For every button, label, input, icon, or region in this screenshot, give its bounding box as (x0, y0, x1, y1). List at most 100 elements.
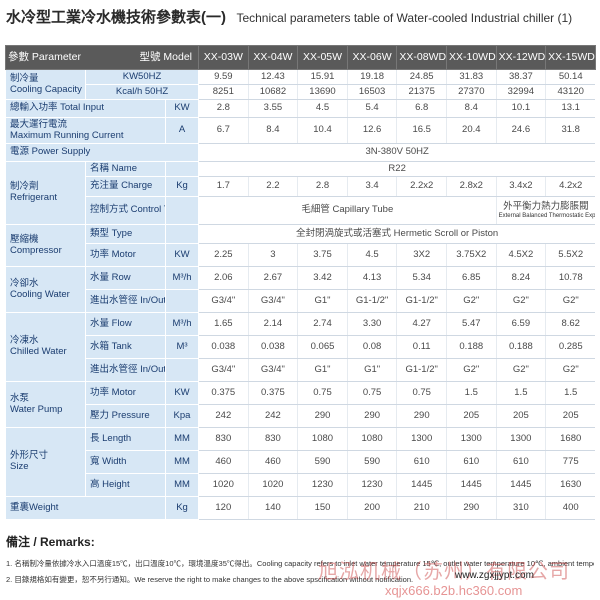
cell-line: 3N-380V 50HZ (365, 146, 429, 158)
unit (164, 196, 200, 225)
value-cell: 0.75 (396, 381, 447, 405)
value-cell: 590 (297, 450, 348, 474)
value-cell: 310 (495, 496, 546, 520)
watermark: 旭泓机械（苏州）有限公司 (318, 561, 570, 583)
value-cell: 200 (346, 496, 397, 520)
item-label: 功率 Motor (85, 243, 166, 267)
label-line: 電源 Power Supply (10, 146, 91, 158)
value-cell: 0.75 (297, 381, 348, 405)
item-label: 水量 Row (85, 266, 166, 290)
value-cell: 12.6 (346, 117, 397, 144)
item-label: 功率 Motor (85, 381, 166, 405)
watermark: xqjx666.b2b.hc360.com (385, 583, 523, 598)
span-cell: 全封閉渦旋式或活塞式 Hermetic Scroll or Piston (198, 224, 596, 244)
label-line: 冷卻水 (10, 277, 39, 289)
value-cell: 1080 (297, 427, 348, 451)
table-row: 水泵 Water Pump 功率 Motor KW 0.375 0.375 0.75 0.75… (5, 381, 596, 428)
value-cell: G1" (297, 358, 348, 382)
value-cell: 1020 (247, 473, 298, 497)
label-line: Size (10, 461, 29, 472)
cell-line: 毛細管 Capillary Tube (301, 204, 394, 216)
unit: M³/h (164, 312, 200, 336)
model-name: XX-06W (346, 45, 398, 70)
table-row: 最大運行電流 Maximum Running Current A 6.7 8.4 10.4… (5, 117, 596, 144)
remark-item: 1. 名稱制冷量依據冷水入口溫度15℃，出口溫度10℃，環境溫度35℃得出。Co… (6, 559, 594, 568)
label-line: Cooling Capacity (10, 83, 82, 95)
value-cell: 24.6 (495, 117, 546, 144)
item-label: 進出水管徑 In/Out Pipe Size (85, 289, 166, 313)
value-cell: G2" (445, 358, 497, 382)
item-label: 長 Length (85, 427, 166, 451)
value-cell: 20.4 (445, 117, 497, 144)
table-row: 冷凍水 Chilled Water 水量 Flow M³/h 1.65 2.14 2.74 3… (5, 312, 596, 382)
label-line: 水泵 (10, 392, 30, 404)
model-name: XX-08WD (396, 45, 447, 70)
value-cell: 50.14 (545, 69, 596, 85)
value-cell: G2" (545, 358, 596, 382)
value-cell: 290 (346, 404, 397, 428)
value-cell: 19.18 (346, 69, 397, 85)
value-cell: 6.8 (396, 99, 447, 118)
value-cell: 610 (495, 450, 546, 474)
value-cell: 3.4 (346, 176, 397, 197)
group-label: 重裏Weight (5, 496, 166, 520)
value-cell: 2.14 (247, 312, 298, 336)
value-cell: 610 (396, 450, 447, 474)
value-cell: 9.59 (198, 69, 249, 85)
value-cell: 1680 (545, 427, 596, 451)
value-cell: 0.065 (297, 335, 348, 359)
label-line: Refrigerant (10, 192, 57, 203)
model-name: XX-05W (297, 45, 348, 70)
group-label: 外形尺寸 Size (5, 427, 86, 497)
value-cell: 2.8x2 (445, 176, 497, 197)
table-row: 壓力 Pressure Kpa 242 242 290 290 290 205 205 205 (6, 404, 596, 428)
model-name: XX-04W (247, 45, 299, 70)
value-cell: 120 (198, 496, 249, 520)
value-cell: 0.188 (495, 335, 546, 359)
value-cell: 2.2 (247, 176, 298, 197)
table-row: Kcal/h 50HZ 8251 10682 13690 16503 21375 27370… (6, 84, 596, 100)
value-cell: 242 (247, 404, 298, 428)
header-cell: 型號 Model 參數 Parameter (4, 45, 200, 70)
value-cell: 0.375 (247, 381, 298, 405)
value-cell: 1020 (198, 473, 249, 497)
group-label: 總輸入功率 Total Input (5, 99, 166, 118)
item-label: 類型 Type (85, 224, 166, 244)
value-cell: 830 (198, 427, 249, 451)
unit (164, 289, 200, 313)
cell-line: 全封閉渦旋式或活塞式 Hermetic Scroll or Piston (296, 227, 499, 239)
unit (164, 358, 200, 382)
value-cell: G3/4" (198, 358, 249, 382)
unit: KW (164, 99, 200, 118)
value-cell: 8.4 (445, 99, 497, 118)
item-label: 寬 Width (85, 450, 166, 474)
value-cell: 8251 (198, 84, 249, 100)
group-label: 壓縮機 Compressor (5, 224, 86, 267)
label-line: 重裏Weight (10, 501, 59, 513)
value-cell: 140 (247, 496, 298, 520)
table-row: 制冷劑 Refrigerant 名稱 Name R22 (5, 161, 596, 225)
value-cell: 0.375 (198, 381, 249, 405)
item-label: 水量 Flow (85, 312, 166, 336)
value-cell: 16503 (346, 84, 397, 100)
value-cell: 2.2x2 (396, 176, 447, 197)
unit: MM (164, 473, 200, 497)
unit: KW (164, 381, 200, 405)
value-cell: G1-1/2" (396, 358, 447, 382)
watermark: www.zgxjjypt.com (455, 570, 534, 581)
item-label: 充注量 Charge (85, 176, 166, 197)
value-cell: 13690 (297, 84, 348, 100)
value-cell: G3/4" (247, 358, 298, 382)
label-line: 外形尺寸 (10, 450, 49, 462)
value-cell: 8.24 (495, 266, 546, 290)
value-cell: G3/4" (198, 289, 249, 313)
value-cell: 3.75 (297, 243, 348, 267)
value-cell: 210 (396, 496, 447, 520)
table-row: 總輸入功率 Total Input KW 2.8 3.55 4.5 5.4 6.8 8.4 10… (5, 99, 596, 118)
value-cell: G2" (495, 289, 546, 313)
table-row: 壓縮機 Compressor 類型 Type 全封閉渦旋式或活塞式 Hermetic … (5, 224, 596, 267)
value-cell: 1445 (396, 473, 447, 497)
span-cell: 毛細管 Capillary Tube (198, 196, 497, 225)
unit (164, 224, 200, 244)
